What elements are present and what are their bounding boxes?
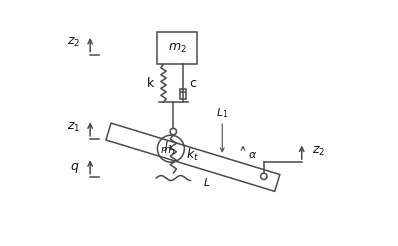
Text: $m_1$: $m_1$ [160, 145, 176, 157]
Text: $k_t$: $k_t$ [185, 147, 199, 163]
Text: c: c [189, 77, 196, 90]
Text: $z_1$: $z_1$ [66, 121, 80, 134]
Text: $L$: $L$ [203, 176, 210, 188]
Bar [158, 32, 197, 64]
Text: $L_1$: $L_1$ [216, 106, 228, 120]
Text: $J_1$: $J_1$ [163, 138, 174, 153]
Text: $z_2$: $z_2$ [67, 36, 80, 49]
Text: $q$: $q$ [70, 161, 80, 175]
Bar [180, 89, 186, 99]
Text: $\alpha$: $\alpha$ [248, 150, 257, 160]
Text: $z_2$: $z_2$ [312, 145, 325, 158]
Text: k: k [146, 77, 154, 90]
Text: $m_2$: $m_2$ [168, 42, 186, 55]
